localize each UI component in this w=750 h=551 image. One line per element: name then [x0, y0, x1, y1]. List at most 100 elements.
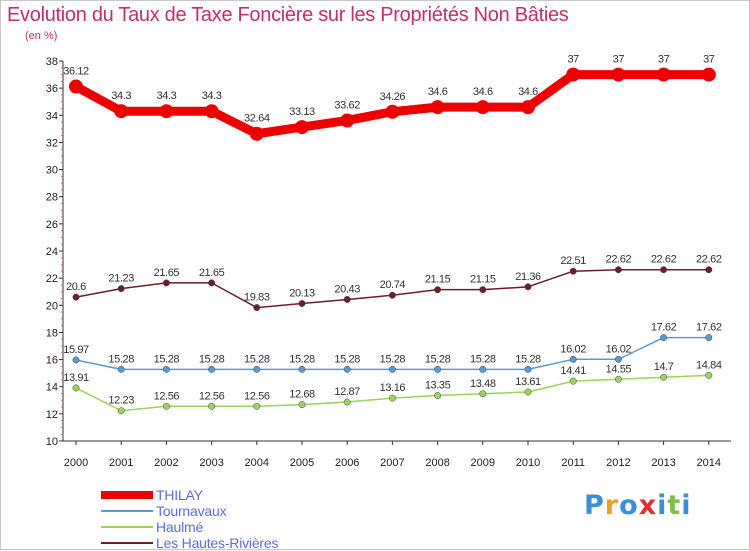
data-point [208, 365, 216, 373]
x-tick-label: 2003 [199, 457, 223, 469]
data-label: 33.13 [289, 106, 315, 118]
data-point [660, 373, 668, 381]
series-0 [69, 67, 716, 141]
data-point [162, 279, 170, 287]
y-tick-label: 22 [46, 273, 58, 285]
chart-data-labels: 36.12 34.3 34.3 34.3 32.64 33.13 33.62 34.26 34.… [63, 54, 722, 407]
logo-letter: x [638, 490, 658, 521]
data-label: 15.28 [199, 353, 225, 365]
data-label: 13.91 [63, 372, 89, 384]
data-point [524, 388, 532, 396]
legend-swatch [101, 491, 153, 499]
data-label: 20.6 [66, 281, 86, 293]
x-tick-label: 2004 [245, 457, 269, 469]
data-label: 37 [613, 54, 625, 66]
data-label: 12.56 [244, 390, 270, 402]
legend-label: THILAY [156, 487, 203, 503]
y-tick-label: 38 [46, 56, 58, 68]
data-label: 21.65 [154, 267, 180, 279]
data-label: 34.3 [156, 90, 176, 102]
data-label: 15.28 [334, 353, 360, 365]
data-label: 21.23 [108, 273, 134, 285]
y-tick-label: 10 [46, 436, 58, 448]
data-point [479, 365, 487, 373]
x-tick-label: 2012 [606, 457, 630, 469]
data-label: 12.56 [154, 390, 180, 402]
data-label: 33.62 [334, 99, 360, 111]
series-1 [72, 334, 713, 373]
y-tick-label: 12 [46, 409, 58, 421]
data-point [343, 296, 351, 303]
y-tick-label: 20 [46, 300, 58, 312]
x-tick-label: 2001 [109, 457, 133, 469]
data-label: 17.62 [696, 322, 722, 334]
data-point [117, 365, 125, 373]
data-point [614, 266, 622, 274]
data-point [295, 120, 309, 135]
data-label: 13.35 [425, 380, 451, 392]
data-point [705, 371, 713, 379]
data-point [656, 67, 671, 82]
data-point [524, 283, 532, 291]
data-point [117, 407, 125, 415]
data-label: 32.64 [244, 113, 270, 125]
logo-letter: i [657, 490, 668, 521]
data-point [208, 279, 216, 287]
y-tick-label: 34 [46, 110, 58, 122]
data-label: 15.28 [425, 353, 451, 365]
data-label: 12.23 [108, 395, 134, 407]
data-label: 34.6 [473, 86, 493, 98]
data-point [69, 79, 83, 94]
data-point [298, 365, 306, 373]
data-point [298, 401, 306, 409]
data-label: 19.83 [244, 292, 270, 304]
data-point [72, 356, 80, 364]
x-tick-label: 2005 [290, 457, 314, 469]
data-point [388, 394, 396, 402]
data-label: 22.51 [560, 255, 586, 267]
data-label: 15.97 [63, 344, 89, 356]
data-point [475, 100, 490, 115]
y-tick-label: 32 [46, 137, 58, 149]
data-label: 21.15 [425, 274, 451, 286]
data-point [162, 402, 170, 410]
data-label: 16.02 [560, 343, 586, 355]
data-point [660, 334, 668, 342]
data-point [660, 266, 668, 274]
data-point [430, 100, 445, 115]
data-point [159, 104, 174, 119]
series-line [73, 70, 709, 139]
data-point [705, 266, 713, 274]
x-tick-label: 2006 [335, 457, 359, 469]
data-point [479, 390, 487, 398]
legend-swatch [101, 526, 153, 528]
data-point [434, 365, 442, 373]
proxiti-logo: Proxiti [584, 490, 692, 521]
series-3 [72, 266, 713, 312]
data-point [340, 113, 355, 128]
data-label: 15.28 [244, 353, 270, 365]
data-point [569, 355, 577, 363]
data-point [524, 365, 532, 373]
data-point [614, 375, 622, 383]
data-point [249, 126, 264, 141]
x-tick-label: 2011 [561, 457, 585, 469]
legend-label: Tournavaux [156, 503, 227, 519]
data-point [72, 293, 80, 301]
data-point [611, 67, 626, 82]
y-tick-label: 24 [46, 246, 58, 258]
logo-letter: t [667, 490, 682, 521]
data-point [253, 365, 261, 373]
y-tick-label: 30 [46, 165, 58, 177]
data-point [434, 286, 442, 294]
data-point [253, 402, 261, 410]
data-label: 12.87 [334, 386, 360, 398]
data-point [434, 392, 442, 399]
data-label: 20.43 [334, 283, 360, 295]
data-label: 34.3 [202, 90, 222, 102]
data-label: 15.28 [515, 353, 541, 365]
data-point [479, 286, 487, 294]
data-label: 34.3 [111, 90, 131, 102]
chart-unit-label: (en %) [25, 30, 58, 42]
